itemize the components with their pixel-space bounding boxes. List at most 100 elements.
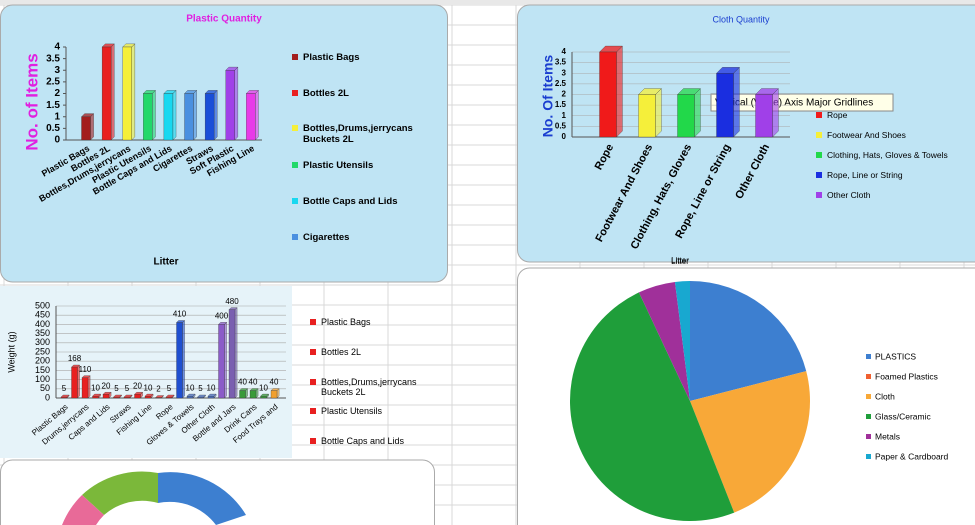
- legend-swatch: [866, 414, 871, 419]
- data-label: 5: [167, 384, 172, 393]
- bar-side: [87, 375, 91, 399]
- bar: [270, 390, 278, 399]
- legend-label: PLASTICS: [875, 351, 916, 361]
- y-axis-label: No. Of Items: [540, 55, 556, 138]
- legend-entry: Bottle Caps and Lids: [292, 196, 442, 207]
- data-label: 410: [173, 310, 187, 319]
- pie-slice: [690, 371, 810, 513]
- bar: [218, 324, 225, 399]
- chart-title: Litter: [671, 257, 689, 266]
- y-tick-label: 4: [54, 42, 60, 53]
- y-tick-label: 100: [35, 374, 50, 384]
- donut-segment: [82, 471, 158, 515]
- bar: [176, 322, 183, 399]
- data-label: 20: [133, 381, 142, 390]
- y-tick-label: 0: [562, 132, 567, 141]
- y-tick-label: 300: [35, 337, 50, 347]
- y-tick-label: 200: [35, 356, 50, 366]
- data-label: 20: [102, 381, 111, 390]
- data-label: 10: [207, 383, 216, 392]
- legend-swatch: [292, 90, 298, 96]
- pie-slice: [569, 292, 735, 522]
- bar-side: [234, 66, 238, 141]
- y-axis-label: No. of Items: [22, 53, 41, 150]
- donut-segment: [62, 495, 104, 525]
- y-tick-label: 350: [35, 328, 50, 338]
- y-tick-label: 150: [35, 365, 50, 375]
- bar-side: [172, 89, 177, 141]
- data-label: 480: [225, 297, 239, 306]
- y-tick-label: 4: [562, 47, 567, 56]
- y-tick-label: 0.5: [46, 123, 60, 134]
- bar-side: [152, 89, 156, 141]
- legend-label: Footwear And Shoes: [827, 130, 906, 140]
- bar-side: [234, 307, 238, 399]
- legend-swatch: [866, 434, 871, 439]
- bar: [184, 93, 194, 141]
- y-tick-label: 0: [54, 135, 60, 146]
- column-header: [0, 0, 975, 5]
- legend-swatch: [292, 54, 298, 60]
- legend-entry: Bottles,Drums,jerrycans Buckets 2L: [292, 123, 442, 145]
- bar: [143, 93, 153, 141]
- legend-label: Plastic Bags: [321, 317, 371, 327]
- data-label: 40: [238, 378, 247, 387]
- bar: [92, 396, 99, 399]
- legend-label: Bottle Caps and Lids: [321, 436, 405, 446]
- legend-swatch: [310, 438, 316, 444]
- legend-swatch: [292, 198, 298, 204]
- bar: [239, 390, 246, 399]
- legend-swatch: [310, 319, 316, 325]
- y-tick-label: 500: [35, 300, 50, 310]
- y-tick-label: 1.5: [555, 100, 567, 109]
- y-tick-label: 3: [54, 65, 60, 76]
- legend-swatch: [866, 394, 871, 399]
- bar-side: [193, 89, 197, 141]
- y-tick-label: 400: [35, 319, 50, 329]
- legend-entry: Bottles,Drums,jerrycans Buckets 2L: [310, 377, 430, 397]
- bar-side: [733, 66, 740, 138]
- legend-entry: Other Cloth: [816, 190, 975, 200]
- bar: [225, 70, 235, 141]
- bar: [113, 396, 120, 399]
- legend-entry: Footwear And Shoes: [816, 130, 975, 140]
- legend-swatch: [866, 354, 871, 359]
- legend-label: Bottles 2L: [321, 347, 362, 357]
- bar: [186, 396, 194, 399]
- legend-entry: Bottles 2L: [292, 88, 442, 99]
- bar: [716, 73, 734, 138]
- y-tick-label: 0.5: [555, 121, 567, 130]
- data-label: 10: [144, 383, 153, 392]
- bar-side: [131, 43, 135, 141]
- legend-label: Other Cloth: [827, 190, 871, 200]
- bar-side: [182, 320, 185, 399]
- legend-entry: Bottle Caps and Lids: [310, 436, 430, 446]
- legend-label: Bottles,Drums,jerrycans Buckets 2L: [303, 123, 413, 145]
- pie-slice: [638, 281, 690, 401]
- y-tick-label: 1.5: [46, 100, 60, 111]
- bar: [677, 94, 695, 138]
- bar: [163, 93, 174, 141]
- bar-side: [224, 321, 227, 399]
- y-axis-label: Weight (g): [6, 331, 16, 372]
- legend-label: Bottle Caps and Lids: [303, 196, 398, 207]
- legend-label: Paper & Cardboard: [875, 451, 949, 461]
- legend-label: Plastic Utensils: [321, 406, 383, 416]
- y-tick-label: 1: [562, 111, 567, 120]
- bar-side: [694, 88, 701, 138]
- data-label: 5: [62, 384, 67, 393]
- bar: [122, 46, 132, 141]
- bar: [60, 396, 68, 399]
- data-label: 10: [259, 383, 268, 392]
- bar: [228, 309, 236, 399]
- data-label: 10: [91, 383, 100, 392]
- y-tick-label: 2: [562, 90, 567, 99]
- legend-label: Rope, Line or String: [827, 170, 903, 180]
- pie-slice: [674, 281, 690, 401]
- bar: [755, 94, 773, 138]
- data-label: 400: [215, 312, 229, 321]
- data-label: 5: [125, 384, 130, 393]
- bar-side: [772, 88, 779, 138]
- bar: [81, 116, 91, 141]
